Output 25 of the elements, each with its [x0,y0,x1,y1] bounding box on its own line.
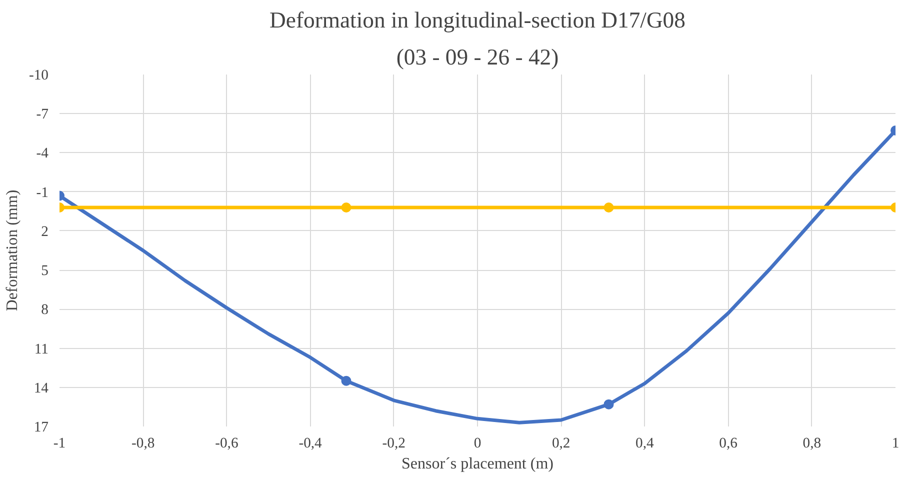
x-tick-label: 0,8 [802,436,822,452]
x-tick-label: -0,4 [298,436,323,452]
y-axis-title: Deformation (mm) [4,190,21,312]
x-tick-label: -0,8 [132,436,155,452]
chart-subtitle: (03 - 09 - 26 - 42) [396,44,559,70]
y-tick-label: 5 [41,263,48,280]
x-tick-label: -0,6 [215,436,238,452]
chart-title: Deformation in longitudinal-section D17/G08 [270,8,686,32]
x-tick-label: 0,6 [719,436,738,452]
x-tick-label: -0,2 [382,436,406,452]
y-tick-label: -4 [36,146,50,162]
y-tick-label: 8 [41,302,48,318]
y-tick-label: 2 [41,224,48,240]
y-tick-label: 11 [34,341,49,358]
y-tick-label: 17 [34,420,48,436]
y-tick-label: -10 [28,68,49,84]
x-axis-title: Sensor´s placement (m) [402,456,554,472]
x-tick-label: 1 [892,436,900,452]
x-tick-label: 0,4 [636,436,655,452]
x-tick-label: -1 [53,436,66,452]
x-tick-label: 0,2 [552,436,570,452]
y-tick-label: -1 [36,184,49,201]
y-tick-label: -7 [36,106,49,123]
y-tick-label: 14 [34,380,50,396]
x-tick-label: 0 [474,436,482,452]
